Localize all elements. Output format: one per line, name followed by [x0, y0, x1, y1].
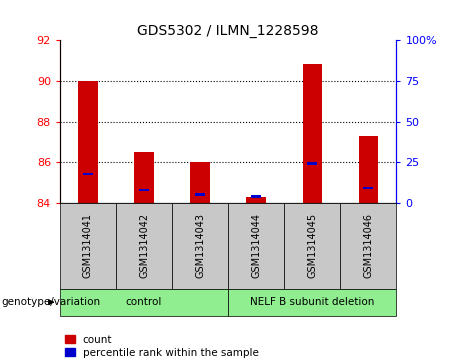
Bar [359, 136, 378, 203]
Bar [60, 203, 116, 289]
Bar [251, 195, 261, 197]
Bar [83, 173, 93, 175]
Title: GDS5302 / ILMN_1228598: GDS5302 / ILMN_1228598 [137, 24, 319, 37]
Bar [78, 81, 98, 203]
Text: GSM1314043: GSM1314043 [195, 213, 205, 278]
Bar [190, 162, 210, 203]
Bar [340, 203, 396, 289]
Text: GSM1314045: GSM1314045 [307, 213, 317, 278]
Text: genotype/variation: genotype/variation [1, 297, 100, 307]
Bar [228, 289, 396, 316]
Text: GSM1314041: GSM1314041 [83, 213, 93, 278]
Text: GSM1314042: GSM1314042 [139, 213, 149, 278]
Bar [302, 65, 322, 203]
Bar [247, 197, 266, 203]
Bar [195, 193, 205, 196]
Text: GSM1314044: GSM1314044 [251, 213, 261, 278]
Bar [228, 203, 284, 289]
Text: NELF B subunit deletion: NELF B subunit deletion [250, 297, 374, 307]
Bar [284, 203, 340, 289]
Text: control: control [126, 297, 162, 307]
Bar [139, 189, 149, 191]
Bar [116, 203, 172, 289]
Bar [363, 187, 373, 189]
Bar [172, 203, 228, 289]
Bar [307, 162, 317, 165]
Legend: count, percentile rank within the sample: count, percentile rank within the sample [65, 335, 259, 358]
Bar [60, 289, 228, 316]
Bar [134, 152, 154, 203]
Text: GSM1314046: GSM1314046 [363, 213, 373, 278]
